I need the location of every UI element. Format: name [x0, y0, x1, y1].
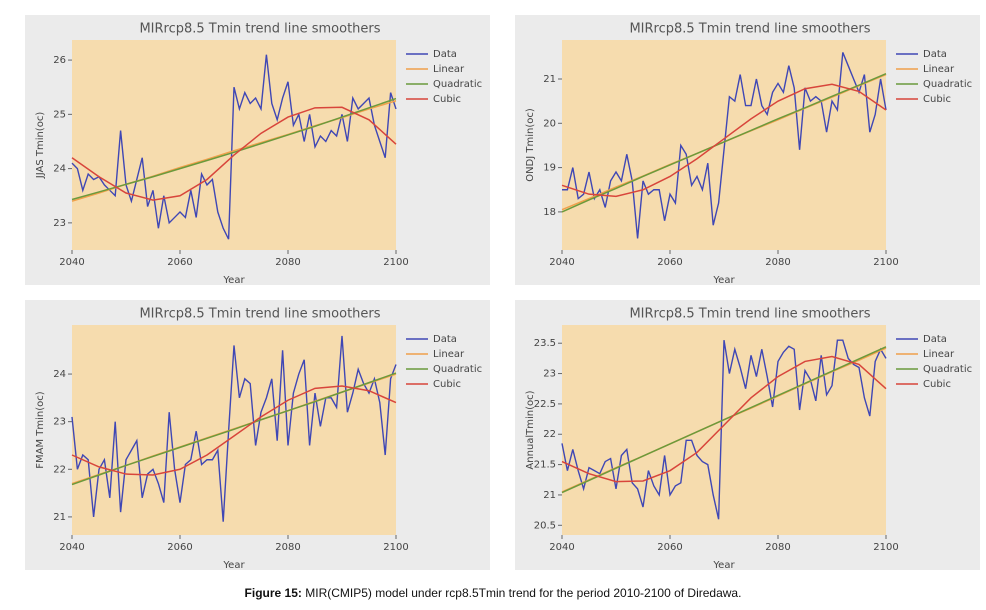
legend-label: Linear	[923, 349, 955, 360]
chart-title: MIRrcp8.5 Tmin trend line smoothers	[139, 307, 380, 322]
series-line	[71, 97, 397, 201]
x-tick-label: 2060	[167, 257, 192, 268]
x-tick-label: 2060	[657, 257, 682, 268]
caption-label: Figure 15:	[244, 586, 302, 600]
y-tick-label: 21.5	[534, 460, 556, 471]
x-axis-label: Year	[712, 560, 735, 571]
legend-label: Quadratic	[923, 79, 972, 90]
series-line	[561, 346, 887, 494]
series-line	[71, 335, 397, 522]
y-tick-label: 22	[53, 464, 66, 475]
x-tick-label: 2080	[275, 257, 300, 268]
y-axis-label: AnnualTmin(oc)	[525, 390, 536, 469]
legend-label: Quadratic	[433, 364, 482, 375]
legend-label: Cubic	[923, 379, 951, 390]
series-line	[561, 355, 887, 483]
y-axis-label: JJAS Tmin(oc)	[35, 112, 46, 180]
x-tick-label: 2100	[383, 257, 408, 268]
plot-area	[72, 40, 396, 250]
x-axis-label: Year	[712, 275, 735, 286]
y-tick-label: 23	[53, 417, 66, 428]
y-tick-label: 25	[53, 109, 66, 120]
x-tick-label: 2100	[873, 257, 898, 268]
chart-title: MIRrcp8.5 Tmin trend line smoothers	[629, 307, 870, 322]
legend-label: Linear	[923, 64, 955, 75]
series-line	[71, 106, 397, 201]
y-tick-label: 23	[543, 369, 556, 380]
y-tick-label: 19	[543, 163, 556, 174]
y-tick-label: 21	[53, 512, 66, 523]
y-tick-label: 20.5	[534, 520, 556, 531]
x-tick-label: 2080	[765, 542, 790, 553]
y-tick-label: 23.5	[534, 338, 556, 349]
legend-label: Data	[433, 49, 457, 60]
y-tick-label: 20	[543, 118, 556, 129]
y-axis-label: ONDJ Tmin(oc)	[525, 108, 536, 182]
x-tick-label: 2100	[383, 542, 408, 553]
x-tick-label: 2040	[549, 257, 574, 268]
series-line	[562, 52, 887, 239]
series-line	[71, 372, 397, 486]
legend-label: Cubic	[433, 94, 461, 105]
legend-label: Quadratic	[433, 79, 482, 90]
y-tick-label: 18	[543, 207, 556, 218]
y-tick-label: 22	[543, 429, 556, 440]
chart-title: MIRrcp8.5 Tmin trend line smoothers	[629, 22, 870, 37]
series-line	[561, 339, 887, 520]
x-tick-label: 2080	[275, 542, 300, 553]
legend-label: Data	[433, 334, 457, 345]
y-tick-label: 21	[543, 490, 556, 501]
legend-label: Quadratic	[923, 364, 972, 375]
x-tick-label: 2060	[657, 542, 682, 553]
caption: Figure 15: MIR(CMIP5) model under rcp8.5…	[0, 586, 986, 600]
y-tick-label: 24	[53, 164, 66, 175]
x-tick-label: 2100	[873, 542, 898, 553]
y-tick-label: 26	[53, 55, 66, 66]
y-tick-label: 21	[543, 74, 556, 85]
y-axis-label: FMAM Tmin(oc)	[35, 391, 46, 469]
legend-label: Cubic	[433, 379, 461, 390]
caption-text: MIR(CMIP5) model under rcp8.5Tmin trend …	[305, 586, 742, 600]
series-line	[561, 72, 887, 213]
x-tick-label: 2040	[549, 542, 574, 553]
y-tick-label: 22.5	[534, 399, 556, 410]
series-line	[71, 385, 397, 476]
x-tick-label: 2060	[167, 542, 192, 553]
legend-label: Linear	[433, 349, 465, 360]
x-tick-label: 2080	[765, 257, 790, 268]
x-axis-label: Year	[222, 275, 245, 286]
figure: MIRrcp8.5 Tmin trend line smoothers 23 24 2…	[25, 15, 980, 571]
legend-label: Data	[923, 49, 947, 60]
x-tick-label: 2040	[59, 542, 84, 553]
x-axis-label: Year	[222, 560, 245, 571]
y-tick-label: 24	[53, 369, 66, 380]
legend-label: Cubic	[923, 94, 951, 105]
x-tick-label: 2040	[59, 257, 84, 268]
chart-title: MIRrcp8.5 Tmin trend line smoothers	[139, 22, 380, 37]
y-tick-label: 23	[53, 218, 66, 229]
series-line	[561, 83, 887, 198]
legend-label: Linear	[433, 64, 465, 75]
legend-label: Data	[923, 334, 947, 345]
